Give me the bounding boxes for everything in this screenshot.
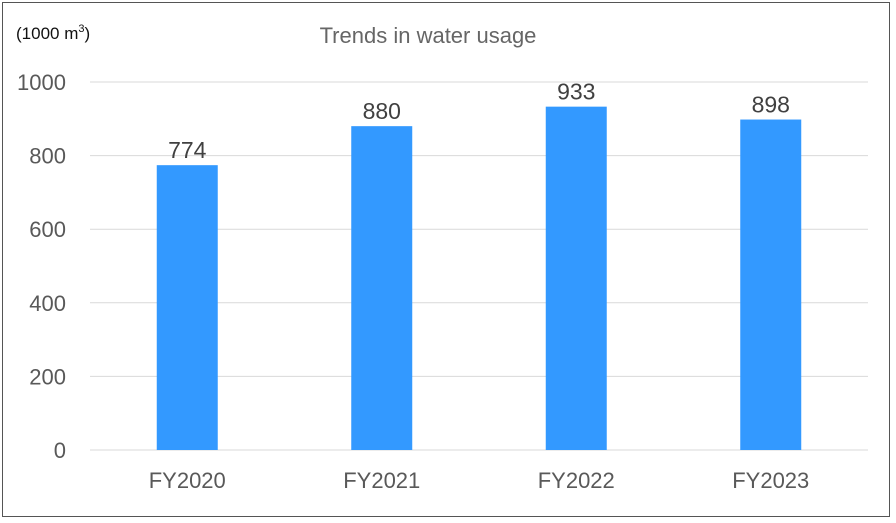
y-axis-tick-labels: 0 200 400 600 800 1000 [17, 70, 66, 463]
y-tick-label: 0 [54, 438, 66, 463]
unit-label-superscript: 3 [78, 23, 84, 35]
y-tick-label: 600 [29, 217, 66, 242]
x-axis-tick-labels: FY2020 FY2021 FY2022 FY2023 [149, 468, 810, 493]
bar-fy2021 [351, 126, 413, 450]
unit-label-close: ) [85, 24, 91, 43]
x-tick-label: FY2022 [538, 468, 615, 493]
gridlines [90, 81, 868, 451]
data-labels: 774 880 933 898 [168, 79, 790, 164]
bar-fy2022 [545, 106, 607, 450]
bar-fy2023 [740, 119, 802, 450]
chart-title: Trends in water usage [320, 23, 537, 48]
data-label-fy2022: 933 [557, 79, 595, 105]
data-label-fy2023: 898 [752, 92, 790, 118]
unit-label-text: (1000 m [16, 24, 78, 43]
y-tick-label: 400 [29, 291, 66, 316]
y-tick-label: 200 [29, 364, 66, 389]
y-tick-label: 800 [29, 144, 66, 169]
data-label-fy2021: 880 [363, 98, 401, 124]
bar-fy2020 [156, 165, 218, 450]
bars [156, 106, 802, 450]
unit-label: (1000 m3) [16, 23, 90, 43]
x-tick-label: FY2023 [732, 468, 809, 493]
y-tick-label: 1000 [17, 70, 66, 95]
x-tick-label: FY2021 [343, 468, 420, 493]
x-tick-label: FY2020 [149, 468, 226, 493]
data-label-fy2020: 774 [168, 137, 207, 163]
